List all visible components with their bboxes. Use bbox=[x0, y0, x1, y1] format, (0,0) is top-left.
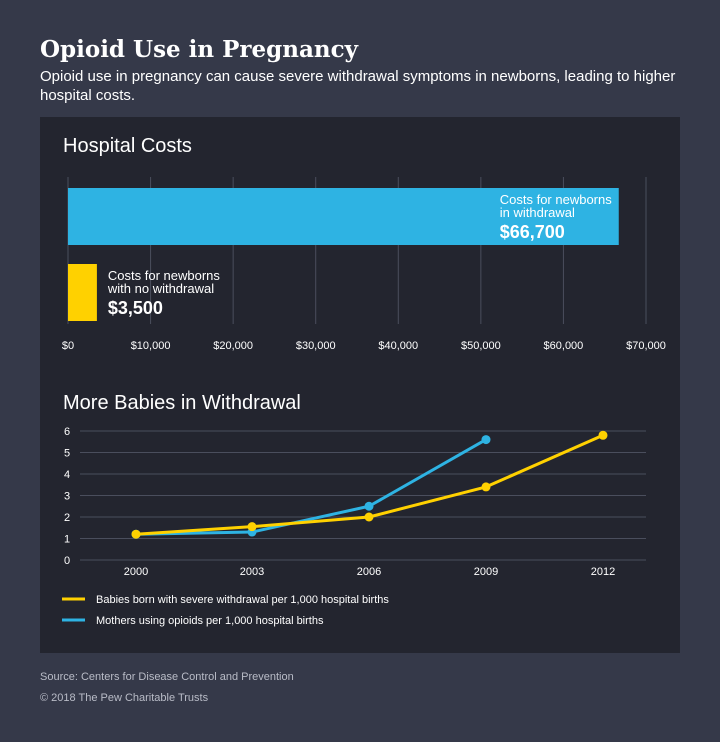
bar-x-tick-label: $40,000 bbox=[378, 340, 418, 352]
source-note: Source: Centers for Disease Control and … bbox=[40, 671, 294, 683]
line-y-tick-label: 0 bbox=[64, 555, 70, 567]
legend-label: Mothers using opioids per 1,000 hospital… bbox=[96, 615, 324, 627]
copyright-note: © 2018 The Pew Charitable Trusts bbox=[40, 692, 209, 704]
data-point bbox=[598, 430, 608, 440]
hospital-costs-bar-chart: $0 $10,000 $20,000 $30,000 $40,000 $50,000 $60… bbox=[62, 177, 666, 352]
bar-x-tick-label: $20,000 bbox=[213, 340, 253, 352]
bar-x-tick-label: $60,000 bbox=[544, 340, 584, 352]
line-chart-title: More Babies in Withdrawal bbox=[63, 392, 301, 414]
line-x-tick-label: 2003 bbox=[240, 566, 264, 578]
page-subtitle: Opioid use in pregnancy can cause severe… bbox=[40, 68, 676, 104]
bar-category-label: Costs for newborns bbox=[108, 268, 220, 283]
line-y-tick-label: 2 bbox=[64, 512, 70, 524]
line-x-tick-label: 2009 bbox=[474, 566, 498, 578]
line-y-tick-label: 5 bbox=[64, 448, 70, 460]
bar-category-label: in withdrawal bbox=[500, 205, 575, 220]
chart-panel: Hospital Costs $0 $10,000 $20,000 $30,000 $4… bbox=[40, 117, 680, 653]
data-point bbox=[364, 512, 374, 522]
page-title: Opioid Use in Pregnancy bbox=[40, 36, 358, 63]
bar-chart-title: Hospital Costs bbox=[63, 135, 192, 157]
bar-value-label: $66,700 bbox=[500, 222, 565, 242]
line-x-tick-label: 2000 bbox=[124, 566, 148, 578]
bar-x-tick-label: $30,000 bbox=[296, 340, 336, 352]
line-y-tick-label: 1 bbox=[64, 534, 70, 546]
bar-x-tick-label: $70,000 bbox=[626, 340, 666, 352]
withdrawal-line-chart: 0 1 2 3 4 5 6 2000 2003 2006 2009 2012 Babies born w… bbox=[62, 426, 646, 627]
data-point bbox=[364, 501, 374, 511]
bar-x-tick-label: $50,000 bbox=[461, 340, 501, 352]
series-line bbox=[135, 438, 487, 536]
bar-category-label: Costs for newborns bbox=[500, 192, 612, 207]
legend-label: Babies born with severe withdrawal per 1… bbox=[96, 594, 389, 606]
bar-value-label: $3,500 bbox=[108, 298, 163, 318]
data-point bbox=[131, 529, 141, 539]
data-point bbox=[481, 435, 491, 445]
bar-x-tick-label: $0 bbox=[62, 340, 74, 352]
bar-category-label: with no withdrawal bbox=[107, 281, 214, 296]
line-y-tick-label: 3 bbox=[64, 491, 70, 503]
cost-bar bbox=[68, 188, 619, 245]
line-x-tick-label: 2012 bbox=[591, 566, 615, 578]
line-y-tick-label: 4 bbox=[64, 469, 70, 481]
data-point bbox=[247, 522, 257, 532]
data-point bbox=[481, 482, 491, 492]
bar-x-tick-label: $10,000 bbox=[131, 340, 171, 352]
line-x-tick-label: 2006 bbox=[357, 566, 381, 578]
line-y-tick-label: 6 bbox=[64, 426, 70, 438]
cost-bar bbox=[68, 264, 97, 321]
